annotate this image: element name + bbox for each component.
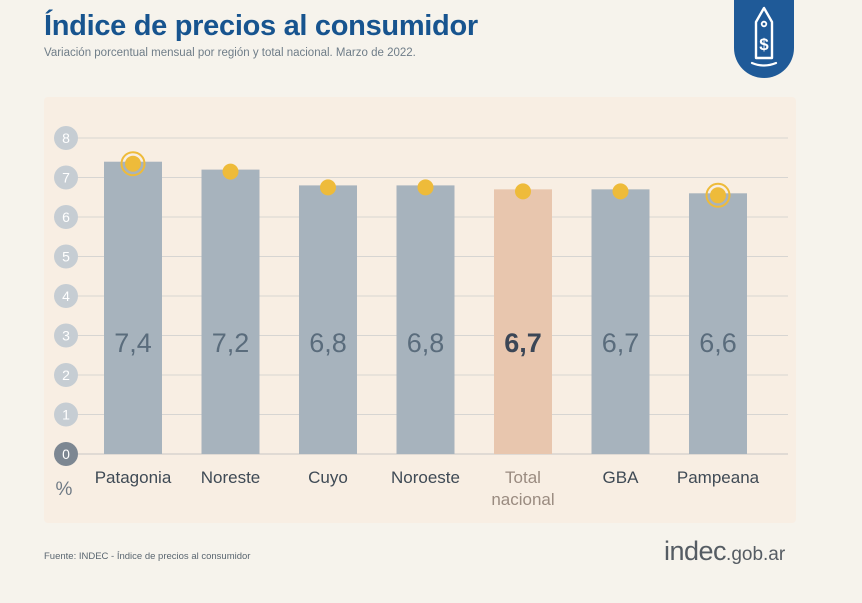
page-title: Índice de precios al consumidor [44, 10, 478, 42]
bar-chart: 0 1 2 3 4 5 6 7 8 7,4 7,2 6,8 6,8 6,7 6,7 6,6 Patagoni… [54, 126, 788, 509]
category-label: Noreste [201, 468, 261, 487]
value-marker [222, 163, 239, 180]
y-tick-label: 6 [62, 209, 70, 225]
bar [201, 169, 260, 454]
y-tick-badge [54, 402, 78, 427]
bar [396, 185, 455, 454]
category-label: Cuyo [308, 468, 348, 487]
y-tick-badge [54, 165, 78, 190]
value-marker-ring [705, 182, 731, 208]
y-tick-label: 7 [62, 170, 70, 186]
data-label: 7,4 [114, 328, 152, 358]
y-tick-badge [54, 323, 78, 348]
y-tick-label: 1 [62, 407, 70, 423]
source-note: Fuente: INDEC - Índice de precios al con… [44, 551, 251, 562]
y-tick-badge [54, 442, 78, 466]
bar [104, 161, 162, 454]
y-tick-label: 4 [62, 288, 70, 304]
logo-main: indec [664, 536, 727, 566]
value-marker [710, 187, 726, 204]
value-marker [417, 179, 434, 196]
value-marker [612, 183, 629, 200]
data-label: 6,8 [407, 328, 445, 358]
y-tick-label: 0 [62, 446, 70, 462]
value-marker [125, 155, 141, 172]
y-axis-ticks: 0 1 2 3 4 5 6 7 8 [54, 126, 78, 466]
value-marker [320, 179, 336, 196]
value-marker [515, 183, 531, 200]
category-label: GBA [603, 468, 640, 487]
y-tick-badge [54, 284, 78, 308]
y-tick-badge [54, 244, 78, 269]
y-tick-badge [54, 126, 78, 150]
bar [299, 185, 357, 454]
logo-suffix: .gob.ar [726, 544, 786, 565]
category-label: nacional [491, 490, 554, 509]
data-label: 7,2 [212, 328, 250, 358]
bar [494, 189, 552, 454]
price-tag-dollar-icon: $ [750, 6, 778, 67]
page-subtitle: Variación porcentual mensual por región … [44, 47, 416, 59]
data-label: 6,8 [309, 328, 347, 358]
y-tick-label: 5 [62, 249, 70, 265]
y-tick-label: 3 [62, 328, 70, 344]
y-tick-label: 2 [62, 367, 70, 383]
bar [591, 189, 650, 454]
value-marker-ring [120, 151, 146, 177]
y-axis-unit-label: % [56, 479, 73, 500]
y-tick-badge [54, 205, 78, 229]
data-label: 6,7 [602, 328, 640, 358]
bar [689, 193, 747, 455]
category-label: Noroeste [391, 468, 460, 487]
category-label: Patagonia [95, 468, 172, 487]
y-tick-label: 8 [62, 130, 70, 146]
svg-text:$: $ [759, 35, 769, 54]
indec-logo: indec.gob.ar [664, 536, 785, 567]
category-labels: Patagonia Noreste Cuyo Noroeste Total naciona… [95, 468, 760, 509]
y-tick-badge [54, 363, 78, 387]
data-label: 6,7 [504, 328, 542, 358]
price-badge: $ [734, 0, 794, 78]
data-label: 6,6 [699, 328, 737, 358]
category-label: Pampeana [677, 468, 760, 487]
category-label: Total [505, 468, 541, 487]
bars: 7,4 7,2 6,8 6,8 6,7 6,7 6,6 [104, 151, 747, 455]
chart-panel: 0 1 2 3 4 5 6 7 8 7,4 7,2 6,8 6,8 6,7 6,7 6,6 Patagoni… [44, 97, 796, 523]
